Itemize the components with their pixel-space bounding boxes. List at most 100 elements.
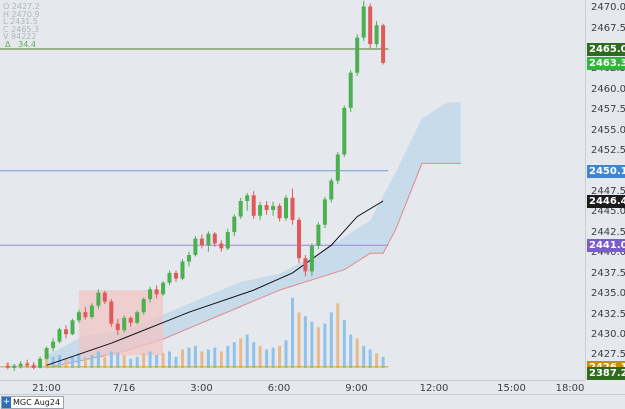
candle-body xyxy=(193,238,198,255)
volume-bar xyxy=(291,297,294,368)
candle-body xyxy=(290,197,295,220)
candle-body xyxy=(44,348,49,359)
candle-body xyxy=(70,320,75,335)
candle-body xyxy=(96,292,101,306)
volume-bar xyxy=(265,349,269,368)
volume-bar xyxy=(148,351,152,369)
volume-bar xyxy=(245,334,249,368)
candle-body xyxy=(368,6,373,45)
candle-body xyxy=(277,205,282,219)
volume-bar xyxy=(297,312,301,368)
candle-body xyxy=(199,238,204,246)
candle-body xyxy=(212,233,217,244)
time-tick-label: 3:00 xyxy=(190,383,213,394)
symbol-tab-label: MGC Aug24 xyxy=(13,398,61,407)
candle-body xyxy=(245,195,250,201)
time-axis[interactable]: 21:00 7/16 3:00 6:00 9:00 12:00 15:00 18:00 xyxy=(0,380,585,395)
price-tag: 2465.0 xyxy=(587,43,625,57)
candle-body xyxy=(76,312,81,321)
candle-body xyxy=(342,107,347,155)
candle-body xyxy=(297,219,301,259)
candle-body xyxy=(128,317,133,323)
candle-body xyxy=(232,216,237,233)
candle-body xyxy=(251,195,256,216)
volume-bar xyxy=(174,356,178,368)
volume-bar xyxy=(329,312,333,368)
price-tick-label: 2452.5 xyxy=(591,145,625,157)
bearish-cloud-segment xyxy=(78,290,164,356)
volume-bar xyxy=(193,345,197,368)
volume-bar xyxy=(252,342,256,368)
plus-icon[interactable]: + xyxy=(2,397,11,408)
candle-body xyxy=(51,341,56,349)
volume-bar xyxy=(323,323,327,368)
volume-bar xyxy=(71,356,74,368)
candle-body xyxy=(83,312,88,318)
time-tick-label: 15:00 xyxy=(497,383,526,394)
volume-bar xyxy=(239,338,243,368)
volume-bar xyxy=(96,351,100,369)
price-tag: 2387.2 xyxy=(587,367,625,380)
price-tick-label: 2442.5 xyxy=(591,226,625,238)
time-tick-label: 7/16 xyxy=(112,383,136,394)
volume-bar xyxy=(375,353,379,368)
ohlc-readout: O 2427.2 H 2470.9 L 2431.5 C 2465.3 V 94… xyxy=(3,3,40,41)
candle-body xyxy=(355,37,360,73)
volume-bar xyxy=(161,353,165,368)
price-tag: 2463.3 xyxy=(587,56,625,70)
volume-bar xyxy=(103,356,107,368)
candle-body xyxy=(309,246,314,272)
line-value: 34.4 xyxy=(18,40,36,49)
moving-average-line xyxy=(46,200,384,366)
price-tick-label: 2467.5 xyxy=(591,22,625,34)
candle-body xyxy=(219,243,224,249)
candle-body xyxy=(12,366,17,368)
price-tick-label: 2440.0 xyxy=(591,247,625,259)
volume-bar xyxy=(258,345,262,368)
symbol-tab[interactable]: + MGC Aug24 xyxy=(1,396,65,409)
volume-bar xyxy=(135,356,139,368)
volume-bar xyxy=(316,327,320,368)
volume-bar xyxy=(90,355,94,369)
chart-canvas[interactable] xyxy=(0,0,585,380)
price-tick-label: 2430.0 xyxy=(591,329,625,341)
candle-body xyxy=(374,25,379,45)
price-tag: 2450.1 xyxy=(587,164,625,178)
candle-body xyxy=(180,261,185,279)
volume-bar xyxy=(51,356,55,368)
price-chart-plot[interactable]: O 2427.2 H 2470.9 L 2431.5 C 2465.3 V 94… xyxy=(0,0,585,380)
volume-bar xyxy=(336,303,340,369)
line-value-label: Δ 34.4 xyxy=(5,40,36,49)
volume-bar xyxy=(206,349,210,368)
price-tick-label: 2445.0 xyxy=(591,206,625,218)
candle-body xyxy=(115,323,120,331)
price-axis[interactable]: 2470.02467.52465.02462.52460.02457.52455… xyxy=(585,0,625,381)
candle-body xyxy=(335,154,340,181)
volume-bar xyxy=(64,358,68,369)
volume-bar xyxy=(226,345,230,368)
volume-bar xyxy=(142,353,146,368)
candle-body xyxy=(284,197,288,219)
candle-body xyxy=(187,255,191,262)
candle-body xyxy=(38,358,43,368)
candle-body xyxy=(122,317,127,331)
volume-bar xyxy=(213,347,217,368)
candle-body xyxy=(329,180,334,200)
volume-bar xyxy=(83,356,87,368)
time-tick-label: 18:00 xyxy=(555,383,585,394)
volume-bar xyxy=(271,347,275,368)
volume-bar xyxy=(155,355,159,369)
candle-body xyxy=(5,366,10,368)
candle-body xyxy=(225,232,230,249)
candle-body xyxy=(271,205,276,210)
volume-bar xyxy=(355,338,359,368)
volume-bar xyxy=(284,340,288,369)
candle-body xyxy=(89,305,94,317)
volume-bar xyxy=(109,351,113,369)
volume-bar xyxy=(303,316,307,368)
volume-bar xyxy=(187,347,191,368)
time-tick-label: 6:00 xyxy=(267,383,291,394)
volume-bar xyxy=(362,345,366,368)
price-tick-label: 2447.5 xyxy=(591,186,625,198)
